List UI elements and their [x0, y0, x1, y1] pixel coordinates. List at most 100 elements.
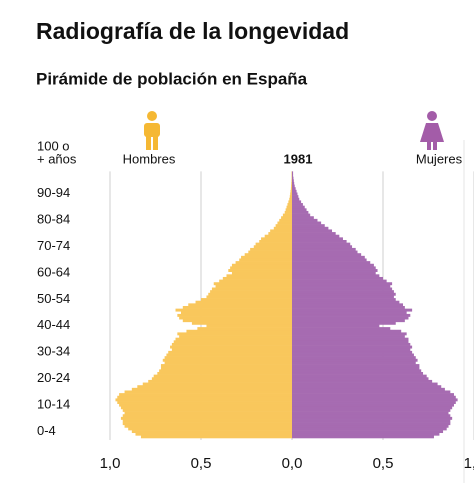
bar — [289, 197, 292, 201]
bar — [213, 282, 292, 286]
bar — [292, 327, 391, 331]
bar — [292, 247, 356, 251]
bar — [292, 379, 433, 383]
bar — [171, 348, 292, 352]
bar — [124, 424, 292, 428]
bar — [292, 393, 454, 397]
bar — [273, 226, 292, 230]
bar — [292, 237, 343, 241]
bar — [170, 345, 292, 349]
bar — [292, 366, 420, 370]
bar — [119, 393, 292, 397]
bar — [173, 340, 292, 344]
bar — [292, 345, 413, 349]
bar — [292, 179, 294, 183]
bar — [292, 361, 416, 365]
bar — [215, 284, 292, 288]
bar — [292, 353, 414, 357]
bar — [179, 316, 292, 320]
bar — [191, 321, 292, 325]
bar — [168, 350, 292, 354]
year-label: 1981 — [284, 151, 313, 166]
label-bg — [34, 266, 80, 280]
x-tick-label: 0,0 — [282, 455, 303, 472]
bar — [253, 245, 292, 249]
bar — [164, 361, 292, 365]
bar — [292, 292, 396, 296]
bar — [292, 369, 422, 373]
bar — [292, 287, 393, 291]
bar — [292, 337, 409, 341]
bar — [292, 263, 374, 267]
bar — [292, 324, 380, 328]
bar — [292, 308, 413, 312]
bar — [288, 200, 292, 204]
bar — [275, 224, 292, 228]
bar — [290, 187, 292, 191]
top-age-label: 100 o — [37, 138, 70, 153]
bar — [291, 181, 292, 185]
bar — [284, 210, 292, 214]
bar — [282, 213, 292, 217]
bar — [287, 203, 292, 206]
bar — [292, 350, 413, 354]
bar — [259, 240, 292, 243]
bar — [124, 390, 292, 394]
bar — [160, 364, 292, 368]
bar — [292, 184, 295, 188]
bar — [292, 427, 447, 431]
bar — [248, 250, 292, 254]
bar — [292, 250, 358, 254]
bar — [157, 372, 292, 375]
bar — [292, 269, 378, 272]
bar — [171, 342, 292, 346]
bar — [292, 176, 294, 180]
bar — [159, 369, 292, 373]
bar — [175, 308, 292, 312]
y-tick-label: 10-14 — [37, 396, 70, 411]
bar — [292, 271, 376, 275]
bar — [142, 382, 292, 386]
y-tick-label: 20-24 — [37, 370, 70, 385]
bar — [292, 406, 453, 410]
bar — [268, 232, 292, 236]
top-age-label: + años — [37, 151, 77, 166]
bar — [292, 258, 367, 262]
bar — [291, 179, 292, 183]
y-tick-label: 0-4 — [37, 423, 56, 438]
label-bg — [34, 318, 80, 333]
bar — [292, 387, 445, 391]
bar — [292, 316, 409, 320]
bar — [292, 432, 440, 436]
bar — [250, 247, 292, 251]
bar — [292, 189, 297, 193]
bar — [179, 335, 292, 338]
bar — [175, 337, 292, 341]
y-tick-label: 80-84 — [37, 212, 70, 227]
y-tick-label: 70-74 — [37, 238, 70, 253]
bar — [292, 181, 295, 185]
label-bg — [34, 186, 80, 201]
bar — [292, 377, 429, 381]
bar — [119, 403, 292, 407]
bar — [292, 240, 347, 243]
bar — [292, 290, 394, 294]
label-bg — [34, 371, 80, 386]
bar — [292, 435, 434, 439]
bar — [292, 340, 409, 344]
bar — [206, 295, 292, 299]
bar — [292, 171, 294, 175]
male-icon — [144, 111, 160, 150]
bar — [206, 324, 292, 328]
bar — [292, 208, 307, 212]
bar — [292, 192, 298, 196]
bar — [292, 284, 391, 288]
bar — [292, 255, 365, 259]
bar — [292, 221, 322, 225]
legend-label: Hombres — [123, 151, 176, 166]
bar — [222, 276, 292, 280]
bar — [292, 224, 325, 228]
bar — [117, 395, 292, 399]
bar — [292, 205, 305, 209]
bar — [197, 327, 292, 331]
